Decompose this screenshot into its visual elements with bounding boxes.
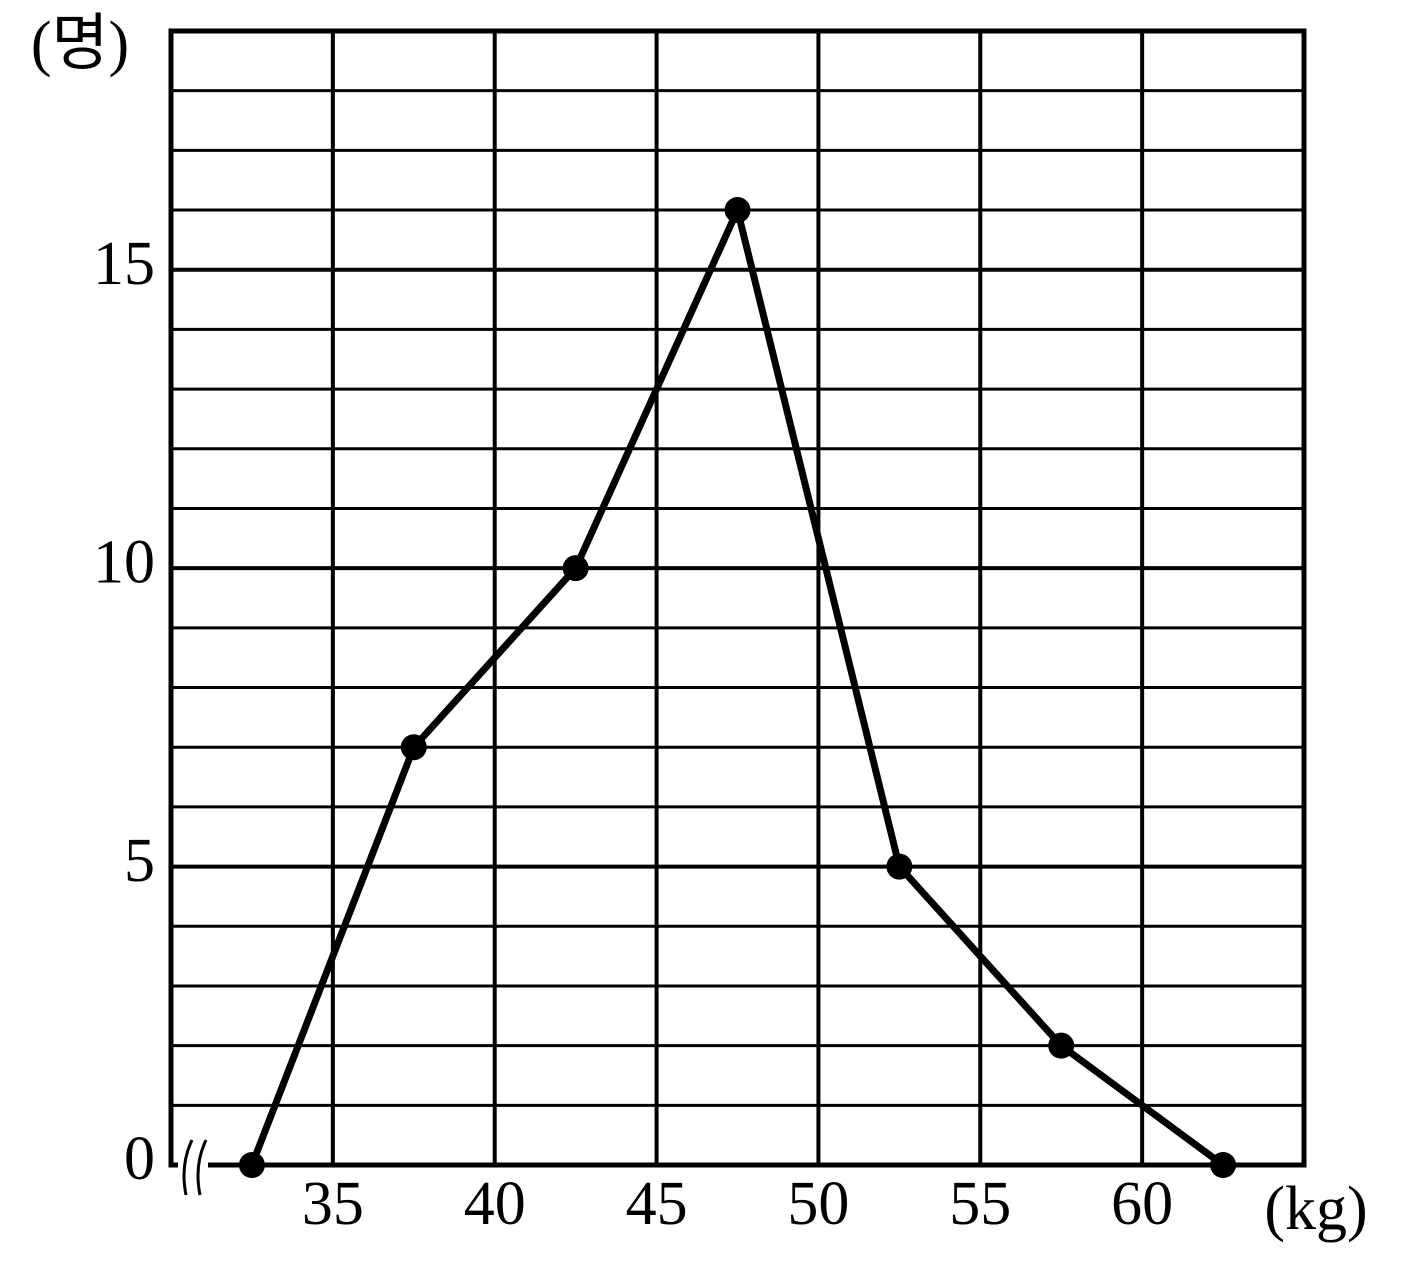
y-tick-label: 15 (93, 230, 155, 298)
plot-frame (168, 28, 1307, 1168)
y-tick-label: 0 (124, 1125, 155, 1193)
x-tick-label: 50 (787, 1170, 849, 1238)
x-tick-label: 55 (949, 1170, 1011, 1238)
x-axis-label: (kg) (1264, 1175, 1367, 1243)
point (724, 197, 751, 224)
y-axis-label: (명) (31, 10, 129, 78)
axis-break (182, 1139, 208, 1196)
point (238, 1152, 265, 1178)
y-tick-label: 5 (124, 827, 155, 895)
point (1210, 1152, 1237, 1178)
y-tick-label: 10 (93, 528, 155, 596)
x-tick-label: 40 (464, 1170, 526, 1238)
x-tick-label: 45 (626, 1170, 688, 1238)
point (886, 853, 913, 880)
point (562, 555, 589, 582)
x-tick-label: 60 (1111, 1170, 1173, 1238)
point (400, 734, 427, 761)
x-tick-label: 35 (302, 1170, 364, 1238)
point (1048, 1032, 1075, 1059)
